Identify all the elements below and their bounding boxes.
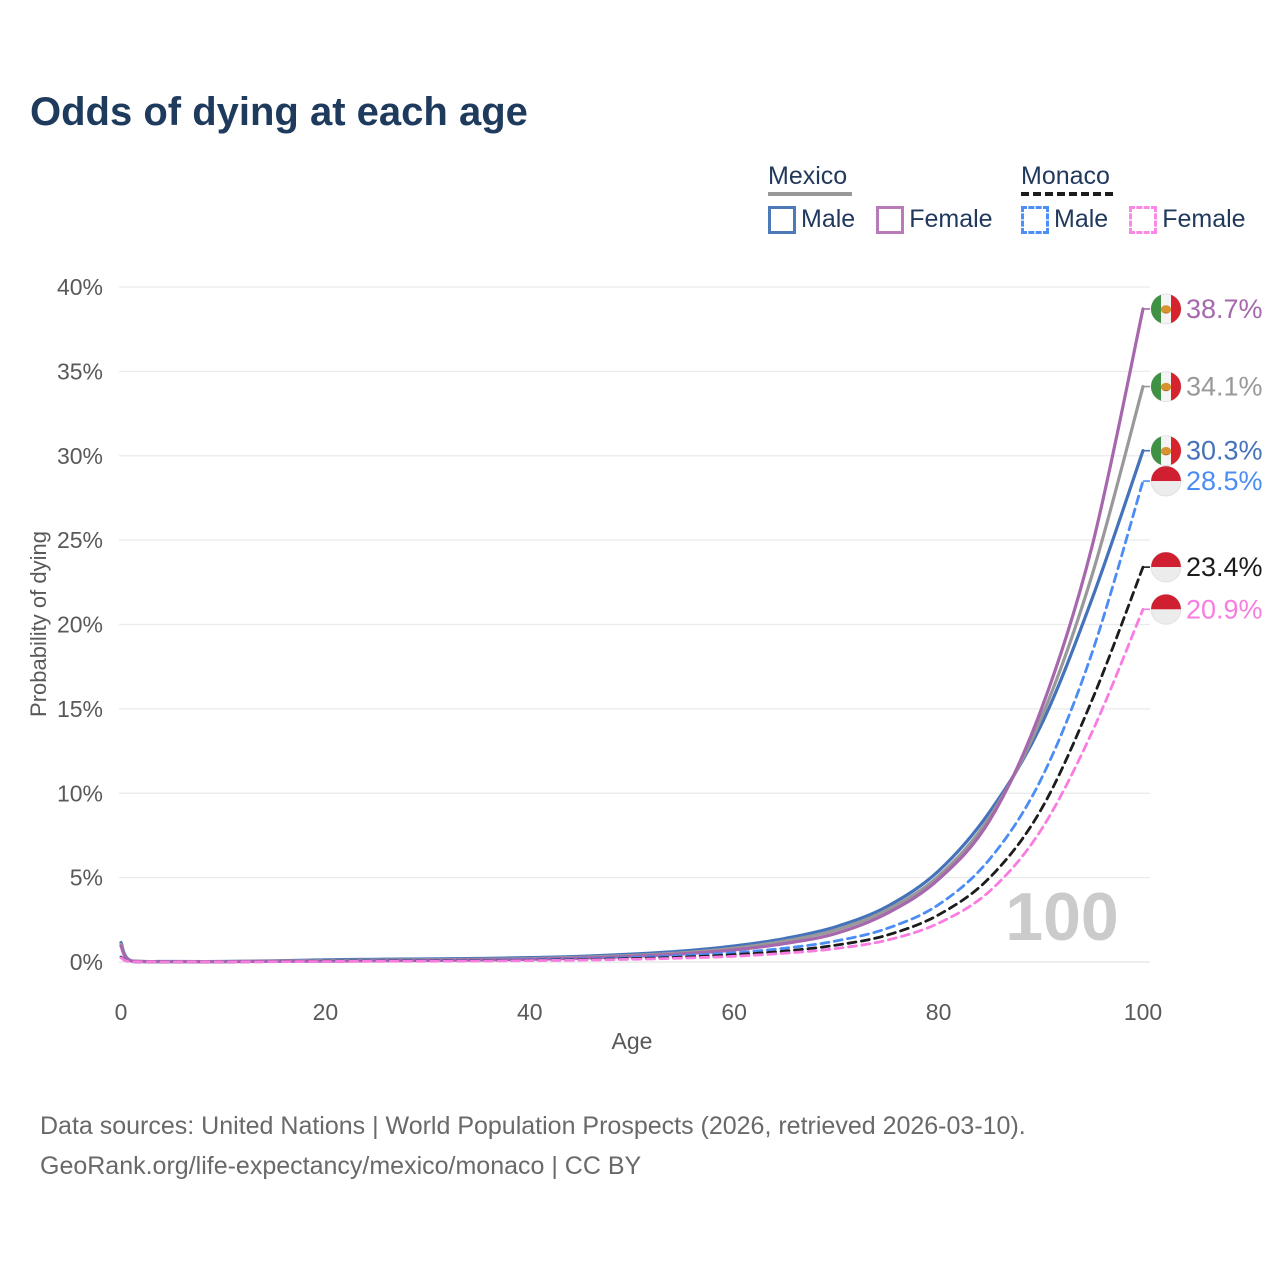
legend-mexico-line-sample [768, 192, 852, 196]
legend-label-mexico-female: Female [909, 205, 993, 233]
y-tick-label: 30% [57, 443, 103, 469]
chart-title: Odds of dying at each age [30, 90, 528, 134]
legend-label-monaco-female: Female [1162, 205, 1246, 233]
flag-icon-mexico [1150, 435, 1182, 467]
flag-icon-monaco [1150, 551, 1182, 583]
x-tick-label: 0 [115, 999, 128, 1025]
legend-group-monaco: Monaco Male Female [1021, 163, 1246, 234]
y-tick-label: 0% [70, 949, 103, 975]
y-tick-label: 35% [57, 358, 103, 384]
flag-icon-monaco [1150, 593, 1182, 625]
x-tick-label: 60 [721, 999, 747, 1025]
series-line-monaco-total [119, 565, 1145, 964]
x-tick-label: 100 [1124, 999, 1162, 1025]
legend-swatch-monaco-female [1129, 205, 1158, 234]
legend-label-monaco-male: Male [1054, 205, 1109, 233]
end-value-label-monaco-total: 23.4% [1186, 552, 1263, 582]
y-axis-title: Probability of dying [26, 531, 51, 717]
flag-icon-mexico [1150, 293, 1182, 325]
y-tick-label: 10% [57, 780, 103, 806]
legend-group-mexico: Mexico Male Female [768, 163, 993, 234]
legend-mexico-label: Mexico [768, 162, 848, 190]
series-line-monaco-female [119, 607, 1145, 964]
footer: Data sources: United Nations | World Pop… [40, 1106, 1026, 1186]
legend-monaco-label: Monaco [1021, 162, 1110, 190]
x-tick-label: 40 [517, 999, 543, 1025]
end-value-label-monaco-male: 28.5% [1186, 466, 1263, 496]
legend-monaco-line-sample [1021, 192, 1113, 196]
legend-swatch-mexico-male [768, 205, 796, 234]
footer-attribution: GeoRank.org/life-expectancy/mexico/monac… [40, 1152, 642, 1180]
legend-label-mexico-male: Male [801, 205, 856, 233]
y-tick-label: 20% [57, 612, 103, 638]
y-tick-label: 5% [70, 865, 103, 891]
end-value-label-mexico-total: 34.1% [1186, 372, 1263, 402]
x-tick-label: 20 [313, 999, 339, 1025]
y-tick-label: 15% [57, 696, 103, 722]
series-line-mexico-total [119, 385, 1145, 964]
age-watermark: 100 [1005, 879, 1118, 955]
y-tick-label: 40% [57, 274, 103, 300]
end-value-label-mexico-female: 38.7% [1186, 294, 1263, 324]
legend-swatch-monaco-male [1021, 205, 1049, 234]
y-tick-label: 25% [57, 527, 103, 553]
series-line-mexico-female [119, 307, 1145, 964]
footer-data-sources: Data sources: United Nations | World Pop… [40, 1112, 1026, 1140]
legend-swatch-mexico-female [876, 205, 905, 234]
series-line-mexico-male [119, 449, 1145, 964]
end-value-label-monaco-female: 20.9% [1186, 594, 1263, 624]
flag-icon-monaco [1150, 465, 1182, 497]
x-axis-title: Age [612, 1028, 653, 1054]
end-value-label-mexico-male: 30.3% [1186, 436, 1263, 466]
flag-icon-mexico [1150, 371, 1182, 402]
x-tick-label: 80 [926, 999, 952, 1025]
